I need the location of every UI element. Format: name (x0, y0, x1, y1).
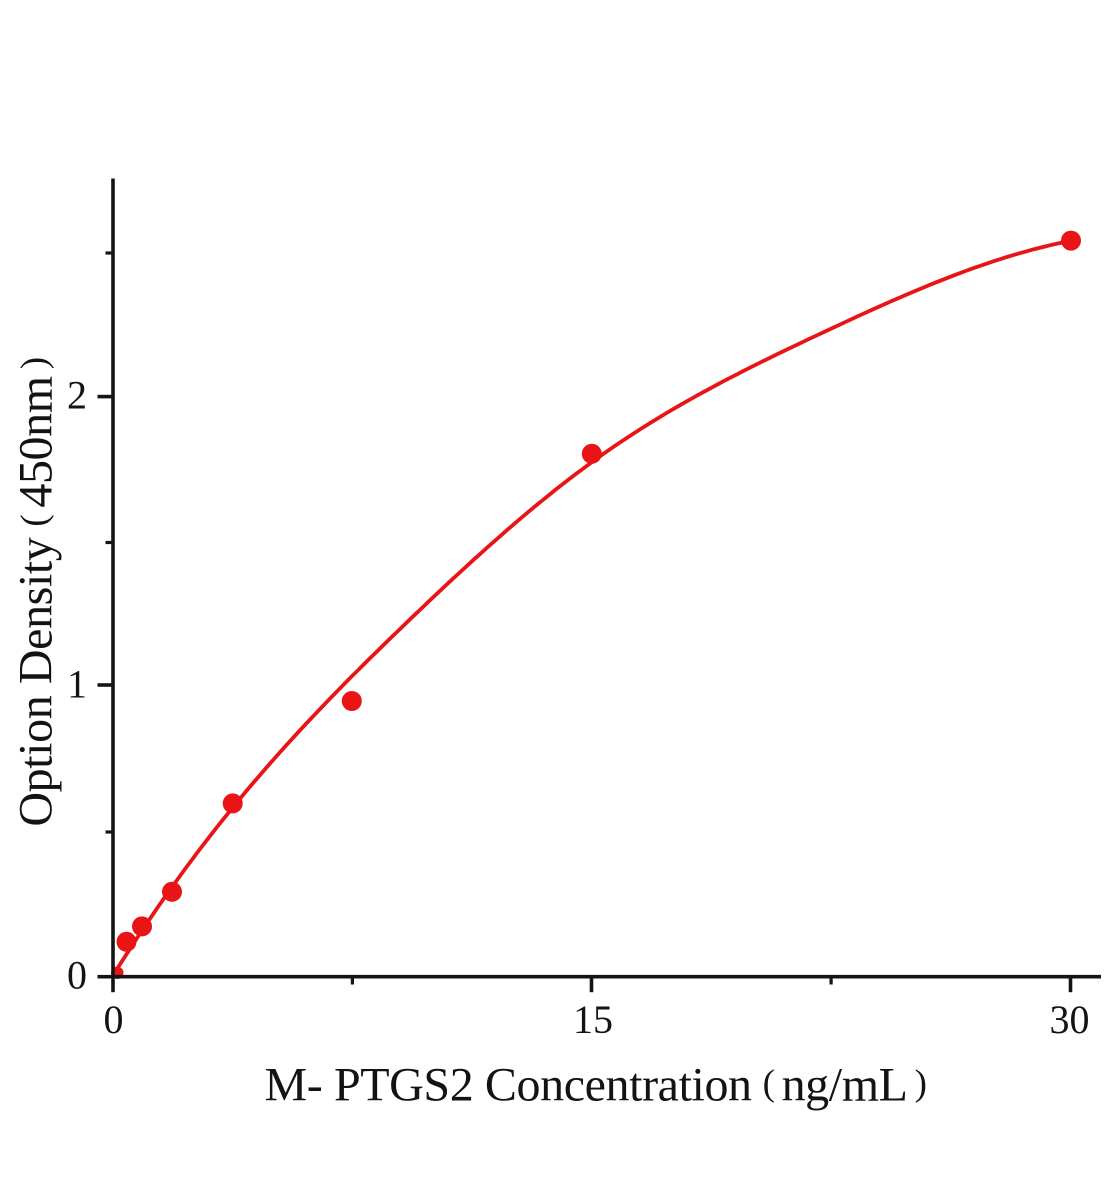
svg-text:M- PTGS2 Concentration(ng/mL): M- PTGS2 Concentration(ng/mL) (264, 1059, 926, 1112)
svg-text:2: 2 (67, 373, 87, 418)
svg-text:Option Density(450nm): Option Density(450nm) (10, 357, 63, 826)
svg-text:0: 0 (104, 997, 124, 1042)
svg-text:0: 0 (67, 953, 87, 998)
svg-text:30: 30 (1050, 997, 1090, 1042)
svg-text:15: 15 (573, 997, 613, 1042)
svg-text:1: 1 (67, 662, 87, 707)
